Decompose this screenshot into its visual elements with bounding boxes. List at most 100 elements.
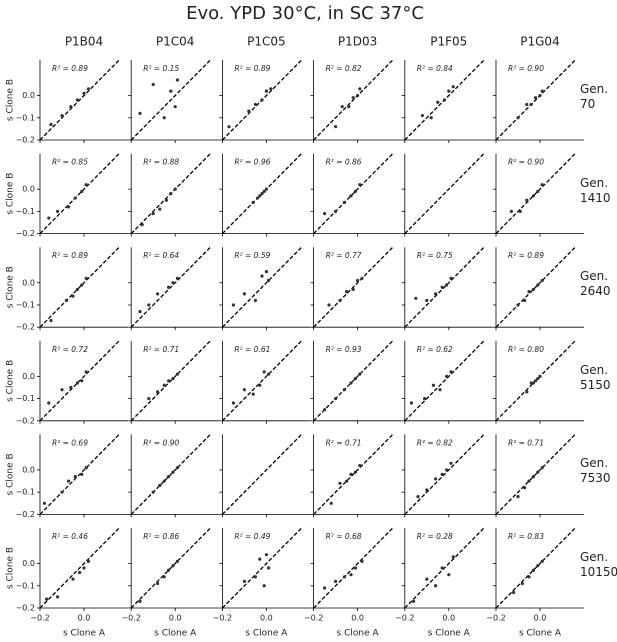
point [334,579,338,583]
point [147,303,151,307]
y-tick-label: −0.1 [16,207,35,216]
point [84,370,88,374]
point [156,292,160,296]
r2-annotation: R² = 0.46 [52,532,88,541]
r2-annotation: R² = 0.84 [417,64,453,73]
point [167,568,171,572]
point [349,573,353,577]
point [262,189,266,193]
point [84,276,88,280]
point [440,566,444,570]
column-label: P1C05 [247,35,286,49]
y-tick-label: −0.2 [16,510,35,519]
x-tick-label: −0.2 [395,614,414,623]
point [264,270,268,274]
r2-annotation: R² = 0.88 [143,158,179,167]
point [231,401,235,405]
point [260,98,264,102]
diagonal [313,340,394,422]
diagonal [130,433,211,515]
point [340,105,344,109]
row-label: Gen. 1410 [580,175,611,205]
y-tick-label: −0.1 [16,488,35,497]
x-axis-label: s Clone A [337,629,380,639]
point [242,292,246,296]
point [540,89,544,93]
point [412,599,416,603]
row-label: Gen. 5150 [580,362,611,392]
point [353,189,357,193]
point [342,388,346,392]
diagonal [39,153,120,235]
r2-annotation: R² = 0.86 [143,532,179,541]
point [175,559,179,563]
r2-annotation: R² = 0.89 [52,251,88,260]
column-label: P1B04 [65,35,103,49]
diagonal [495,59,576,141]
point [71,577,75,581]
point [349,472,353,476]
r2-annotation: R² = 0.93 [326,345,362,354]
point [323,586,327,590]
point [358,87,362,91]
point [434,584,438,588]
x-tick-label: 0.0 [442,614,455,623]
point [78,570,82,575]
point [138,599,142,603]
diagonal [313,59,394,141]
point [80,189,84,193]
point [264,553,268,557]
point [440,285,444,289]
point [429,116,433,120]
point [327,303,331,307]
point [356,93,360,98]
point [67,205,71,209]
r2-annotation: R² = 0.71 [508,438,544,447]
point [75,98,79,102]
point [171,564,175,568]
point [138,310,142,314]
x-axis-label: s Clone A [154,629,197,639]
point [75,381,79,385]
point [342,575,346,579]
point [334,125,338,129]
point [151,82,155,87]
point [434,477,438,481]
point [162,383,166,387]
x-tick-label: −0.2 [121,614,140,623]
diagonal [130,527,211,609]
point [527,575,531,579]
point [258,194,262,198]
point [525,198,529,202]
point [449,370,453,374]
point [49,318,53,323]
r2-annotation: R² = 0.59 [234,251,270,260]
y-tick-label: 0.0 [22,278,35,287]
point [80,283,84,287]
point [71,294,75,298]
point [269,87,273,91]
point [534,96,538,100]
diagonal [313,527,394,609]
point [227,125,231,129]
point [84,466,88,470]
diagonal [39,527,120,609]
point [345,290,349,294]
point [260,274,264,278]
point [516,495,520,499]
r2-annotation: R² = 0.85 [52,158,88,167]
point [247,109,251,113]
point [167,285,171,289]
point [442,98,446,102]
r2-annotation: R² = 0.61 [234,345,270,354]
point [509,209,513,213]
point [329,501,333,505]
column-label: P1G04 [520,35,559,49]
diagonal [221,433,303,515]
point [60,113,64,118]
point [56,209,60,213]
point [351,96,355,100]
r2-annotation: R² = 0.71 [326,438,362,447]
point [84,183,88,187]
